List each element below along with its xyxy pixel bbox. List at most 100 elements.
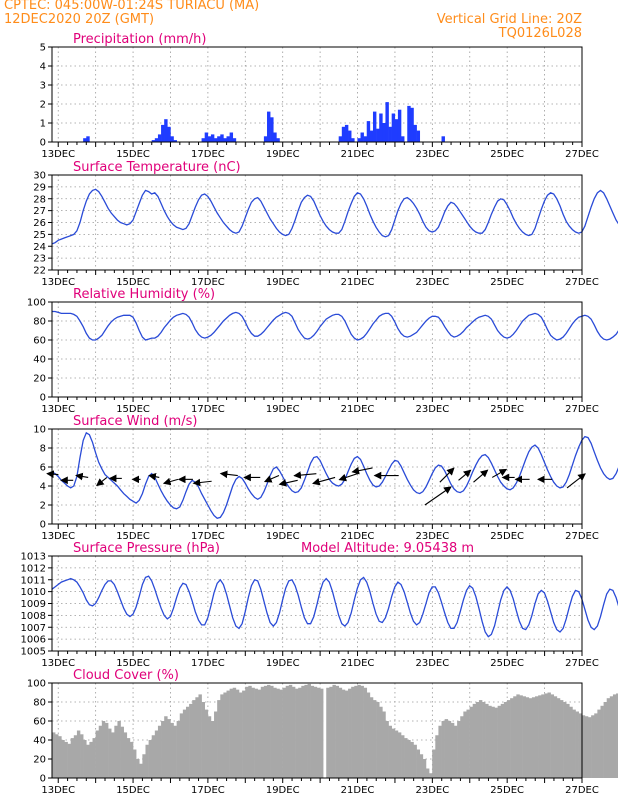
cloud-bar [556,698,561,778]
cloud-bar [506,700,511,778]
y-tick-label: 4 [40,62,46,73]
precip-bar [226,136,230,142]
cloud-bar [232,687,237,778]
precip-bar [173,140,177,142]
cloud-bar [609,696,614,778]
cloud-bar [525,697,530,778]
cloud-bar [254,688,258,778]
y-tick-label: 26 [33,218,46,229]
cloud-bar [167,719,171,778]
cloud-bar [450,722,455,778]
cloud-bar [413,744,417,778]
x-tick-label: 25DEC [490,658,524,669]
x-tick-label: 15DEC [116,658,150,669]
cloud-bar [326,687,330,778]
cloud-bar [401,735,405,778]
x-tick-label: 13DEC [41,658,75,669]
cloud-bar [388,725,392,778]
cloud-bar [572,709,576,778]
panel-3: 0 2 4 6 8 10 13DEC 15DEC 17DEC 19DEC 21DEC 23DEC 25D… [33,414,618,542]
x-tick-label: 13DEC [41,785,75,796]
y-tick-label: 29 [33,182,46,193]
cloud-bar [594,713,598,778]
cloud-bar [217,700,221,778]
plot-frame [51,428,583,525]
cloud-bar [488,705,492,778]
cloud-bar [475,702,480,778]
cloud-bar [376,702,380,778]
cloud-bar [108,728,112,778]
wind-arrow [219,470,238,479]
x-tick-label: 27DEC [565,404,599,415]
x-tick-label: 25DEC [490,404,524,415]
cloud-bar [372,700,377,778]
cloud-bar [410,741,414,778]
cloud-bar [89,741,93,778]
cloud-bar [407,740,411,778]
x-tick-label: 19DEC [266,658,300,669]
cloud-bar [603,702,608,778]
header-station: CPTEC: 045:00W-01:24S TURIACU (MA) [4,0,260,13]
cloud-bar [139,763,143,778]
x-tick-label: 25DEC [490,531,524,542]
cloud-bar [192,700,196,778]
cloud-bar [516,694,520,778]
cloud-bar [360,685,364,778]
cloud-bar [500,703,505,778]
cloud-bar [223,692,227,778]
y-tick-label: 2 [40,501,46,512]
y-tick-label: 80 [33,317,46,328]
cloud-bar [550,694,555,778]
precip-bar [410,107,414,142]
cloud-bar [301,685,305,778]
cloud-bar [201,702,205,778]
x-tick-label: 23DEC [415,404,449,415]
precip-bar [382,123,386,142]
cloud-bar [472,703,477,778]
cloud-bar [95,730,100,778]
x-tick-label: 15DEC [116,404,150,415]
cloud-bar [544,693,548,778]
cloud-bar [229,688,234,778]
cloud-bar [55,734,59,778]
cloud-bar [491,706,495,778]
cloud-bar [282,687,287,778]
header-model-id: TQ0126L028 [498,26,582,41]
cloud-bar [528,698,533,778]
precip-bar [394,119,399,142]
precip-bar [360,132,364,142]
wind-arrow [162,477,179,486]
y-tick-label: 22 [33,266,46,277]
wind-arrow [458,469,472,481]
cloud-bar [198,694,202,778]
x-tick-label: 21DEC [341,658,375,669]
y-tick-label: 40 [33,736,46,747]
precip-bar [341,126,346,142]
cloud-bar [478,700,483,778]
cloud-bar [92,738,96,778]
precip-bar [214,138,218,142]
cloud-bar [531,697,536,778]
cloud-bar [575,711,579,778]
cloud-bar [553,696,558,778]
cloud-bar [136,759,140,778]
y-tick-label: 20 [33,374,46,385]
cloud-bar [497,705,502,778]
wind-arrow [351,466,373,475]
cloud-bar [182,709,187,778]
precip-bar [161,124,165,142]
x-tick-label: 23DEC [415,149,449,160]
y-tick-label: 1007 [21,623,46,634]
x-tick-label: 13DEC [41,149,75,160]
cloud-bar [101,721,106,778]
cloud-bar [73,735,78,778]
x-tick-label: 13DEC [41,531,75,542]
panel-title: Precipitation (mm/h) [73,32,206,47]
header-grid-line-info: Vertical Grid Line: 20Z [436,12,582,27]
x-tick-label: 21DEC [341,277,375,288]
precip-bar [363,136,368,142]
cloud-bar [86,744,90,778]
y-tick-label: 1013 [21,552,46,563]
cloud-bar [578,713,583,778]
